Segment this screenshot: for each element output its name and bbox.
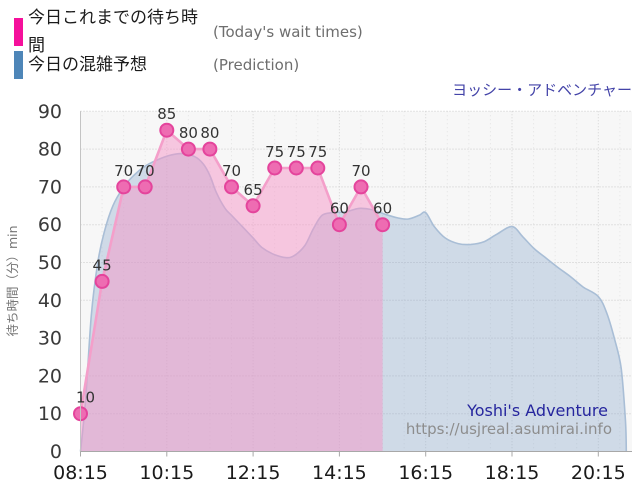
data-point-label: 65 bbox=[244, 181, 263, 199]
y-axis-title: 待ち時間（分）min bbox=[5, 225, 20, 336]
y-tick-label: 40 bbox=[38, 290, 62, 312]
y-tick-label: 10 bbox=[38, 403, 62, 425]
y-tick-label: 80 bbox=[38, 139, 62, 161]
y-tick-label: 20 bbox=[38, 365, 62, 387]
x-tick-label: 10:15 bbox=[139, 462, 194, 484]
data-point-label: 45 bbox=[93, 256, 112, 274]
legend-swatch-actual-icon bbox=[14, 18, 23, 46]
x-tick-label: 18:15 bbox=[485, 462, 540, 484]
data-point-marker bbox=[180, 141, 196, 157]
data-point-marker bbox=[202, 141, 218, 157]
data-point-label: 10 bbox=[76, 389, 95, 407]
y-axis-title-text: 待ち時間（分）min bbox=[5, 225, 20, 336]
data-point-label: 80 bbox=[179, 124, 198, 142]
source-url: https://usjreal.asumirai.info bbox=[405, 420, 612, 438]
data-point-marker bbox=[331, 217, 347, 233]
legend-label-prediction-jp: 今日の混雑予想 bbox=[28, 55, 147, 75]
data-point-label: 70 bbox=[222, 162, 241, 180]
data-point-label: 70 bbox=[136, 162, 155, 180]
y-axis-tick-labels: 0 10 20 30 40 50 60 70 80 90 bbox=[38, 101, 62, 463]
legend-item-actual: 今日これまでの待ち時間 (Today's wait times) bbox=[14, 8, 363, 56]
data-point-label: 60 bbox=[330, 200, 349, 218]
attraction-title-en: Yoshi's Adventure bbox=[467, 401, 608, 420]
actual-area bbox=[80, 130, 383, 452]
legend-item-prediction: 今日の混雑予想 (Prediction) bbox=[14, 51, 363, 79]
data-point-label: 75 bbox=[308, 143, 327, 161]
data-point-label: 70 bbox=[114, 162, 133, 180]
axes bbox=[80, 111, 632, 457]
y-tick-label: 60 bbox=[38, 214, 62, 236]
data-point-label: 75 bbox=[287, 143, 306, 161]
x-tick-label: 16:15 bbox=[398, 462, 453, 484]
data-point-label: 80 bbox=[200, 124, 219, 142]
attraction-title: ヨッシー・アドベンチャー bbox=[452, 81, 632, 99]
y-tick-label: 50 bbox=[38, 252, 62, 274]
data-point-marker bbox=[375, 217, 391, 233]
data-point-marker bbox=[353, 179, 369, 195]
legend-label-actual-en: (Today's wait times) bbox=[213, 23, 363, 41]
data-point-marker bbox=[224, 179, 239, 195]
x-axis-tick-labels: 08:15 10:15 12:15 14:15 16:15 18:15 20:15 bbox=[53, 462, 626, 484]
data-point-marker bbox=[116, 179, 132, 195]
data-point-label: 60 bbox=[373, 200, 392, 218]
legend-label-actual-jp: 今日これまでの待ち時間 bbox=[28, 8, 198, 56]
x-tick-label: 14:15 bbox=[312, 462, 367, 484]
data-point-marker bbox=[159, 122, 175, 138]
data-point-marker bbox=[245, 198, 261, 214]
data-point-label: 75 bbox=[265, 143, 284, 161]
y-tick-label: 0 bbox=[50, 441, 62, 463]
chart-legend: 今日これまでの待ち時間 (Today's wait times) 今日の混雑予想… bbox=[14, 8, 363, 84]
x-tick-label: 20:15 bbox=[571, 462, 626, 484]
y-tick-label: 70 bbox=[38, 176, 62, 198]
data-point-label: 85 bbox=[157, 105, 176, 123]
x-tick-label: 08:15 bbox=[53, 462, 108, 484]
data-point-marker bbox=[288, 160, 304, 176]
y-tick-label: 90 bbox=[38, 101, 62, 123]
legend-swatch-prediction-icon bbox=[14, 51, 23, 79]
data-point-marker bbox=[310, 160, 326, 176]
actual-series bbox=[73, 122, 391, 452]
y-tick-label: 30 bbox=[38, 328, 62, 350]
data-point-marker bbox=[267, 160, 283, 176]
x-tick-label: 12:15 bbox=[226, 462, 281, 484]
data-point-marker bbox=[94, 273, 110, 289]
data-point-label: 70 bbox=[351, 162, 370, 180]
data-point-marker bbox=[137, 179, 153, 195]
legend-label-prediction-en: (Prediction) bbox=[213, 56, 300, 74]
